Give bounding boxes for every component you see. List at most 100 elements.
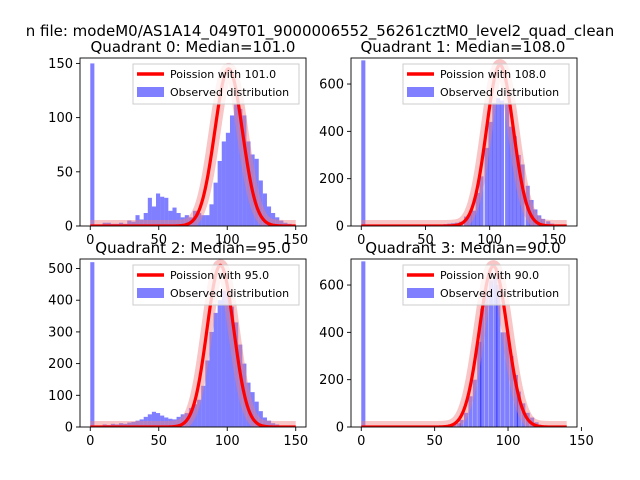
legend-hist-swatch xyxy=(137,288,164,298)
axes-frame xyxy=(79,258,307,428)
histogram-bar xyxy=(467,214,472,226)
plot-area xyxy=(355,59,573,226)
figure-suptitle: n file: modeM0/AS1A14_049T01_9000006552_… xyxy=(26,22,615,41)
histogram-bar xyxy=(546,221,551,226)
histogram-bar xyxy=(176,212,181,226)
legend-label-observed: Observed distribution xyxy=(170,287,289,300)
histogram-bar xyxy=(90,262,95,427)
y-tick-label: 100 xyxy=(48,111,73,126)
histogram-bar xyxy=(492,102,497,226)
panel-title: Quadrant 1: Median=108.0 xyxy=(361,38,566,56)
x-tick-label: 100 xyxy=(215,233,240,248)
histogram-bar xyxy=(135,420,140,427)
histogram-bar xyxy=(488,121,493,226)
legend-label-poisson: Poission with 101.0 xyxy=(170,68,276,81)
histogram-bar xyxy=(499,100,505,226)
legend: Poission with 101.0 Observed distributio… xyxy=(132,63,300,105)
histogram-bar xyxy=(475,192,480,226)
y-tick-label: 0 xyxy=(65,421,73,436)
histogram-bar xyxy=(361,261,366,427)
poisson-curve xyxy=(89,263,297,427)
histogram-bar xyxy=(164,417,169,427)
poisson-curve xyxy=(360,264,568,427)
histogram-bar xyxy=(262,193,267,226)
histogram-bar xyxy=(180,414,185,427)
histogram-bar xyxy=(456,423,461,427)
x-tick-label: 100 xyxy=(215,434,240,449)
plot-clip-group xyxy=(355,260,573,427)
histogram-bar xyxy=(151,411,157,427)
histogram-bar xyxy=(205,360,210,427)
histogram-bar xyxy=(180,217,185,226)
axes-frame xyxy=(79,57,307,227)
histogram-bar xyxy=(246,141,251,226)
histogram-bar xyxy=(516,391,521,427)
axis-ticks: 0 50 100 150 0 200 400 600 xyxy=(319,78,566,248)
histogram-bar xyxy=(484,147,489,226)
histogram-bar xyxy=(151,206,157,226)
y-tick-label: 200 xyxy=(48,357,73,372)
y-tick-label: 400 xyxy=(319,125,344,140)
histogram-bar xyxy=(127,422,132,427)
histogram-bar xyxy=(508,126,514,226)
legend-label-poisson: Poission with 108.0 xyxy=(440,68,546,81)
x-tick-label: 150 xyxy=(283,434,308,449)
x-tick-label: 0 xyxy=(357,434,365,449)
histogram-bar xyxy=(147,197,152,226)
x-tick-label: 50 xyxy=(150,233,167,248)
poisson-curve xyxy=(89,67,297,226)
histogram-bar xyxy=(225,293,230,427)
histogram-bar xyxy=(221,290,226,427)
histogram-bar xyxy=(156,193,161,226)
plot-area xyxy=(84,259,302,427)
histogram-bar xyxy=(197,212,202,226)
histogram-bar xyxy=(488,280,494,427)
histogram-bar xyxy=(258,180,263,226)
plot-area xyxy=(84,62,302,226)
legend-label-observed: Observed distribution xyxy=(440,86,559,99)
panel-title: Quadrant 2: Median=95.0 xyxy=(95,239,290,257)
x-tick-label: 0 xyxy=(86,434,94,449)
histogram-bar xyxy=(521,403,526,427)
x-tick-label: 100 xyxy=(496,434,521,449)
x-tick-label: 50 xyxy=(426,434,443,449)
legend-box xyxy=(402,63,570,105)
histogram-bar xyxy=(172,207,177,226)
histogram-bar xyxy=(156,413,161,427)
histogram-bar xyxy=(472,379,477,427)
histogram-bar xyxy=(500,332,505,427)
y-tick-label: 600 xyxy=(319,279,344,294)
histogram-bar xyxy=(250,392,255,427)
legend-label-observed: Observed distribution xyxy=(170,86,289,99)
histogram-bar xyxy=(143,212,148,226)
histogram-bar xyxy=(254,158,259,226)
histogram-bar xyxy=(479,176,484,226)
histogram-bar xyxy=(271,423,276,427)
histogram-bar xyxy=(160,196,165,226)
y-tick-label: 200 xyxy=(319,172,344,187)
histogram-bar xyxy=(505,102,510,226)
legend-hist-swatch xyxy=(137,87,164,97)
legend-hist-swatch xyxy=(407,288,434,298)
histogram-bar xyxy=(201,215,206,226)
histogram-bar xyxy=(234,322,239,427)
x-tick-label: 0 xyxy=(357,233,365,248)
x-tick-label: 50 xyxy=(417,233,434,248)
x-tick-label: 150 xyxy=(569,434,594,449)
histogram-bar xyxy=(164,197,169,226)
histogram-bar xyxy=(90,63,95,226)
panel-title: Quadrant 3: Median=90.0 xyxy=(365,239,560,257)
histogram-bar xyxy=(209,331,214,427)
histogram-bar xyxy=(242,115,247,226)
histogram-bar xyxy=(229,115,235,226)
plot-clip-group xyxy=(355,59,573,226)
histogram-bar xyxy=(513,374,519,427)
panel-quadrant-1: Quadrant 1: Median=108.0 0 50 100 150 0 200 40… xyxy=(319,38,578,248)
histogram-bar xyxy=(516,155,521,226)
y-tick-label: 400 xyxy=(319,326,344,341)
histogram-bar xyxy=(459,419,464,427)
histogram-bar xyxy=(213,182,218,226)
histogram-bar xyxy=(221,141,226,226)
histogram-bar xyxy=(160,415,165,427)
histogram-bar xyxy=(184,215,189,226)
